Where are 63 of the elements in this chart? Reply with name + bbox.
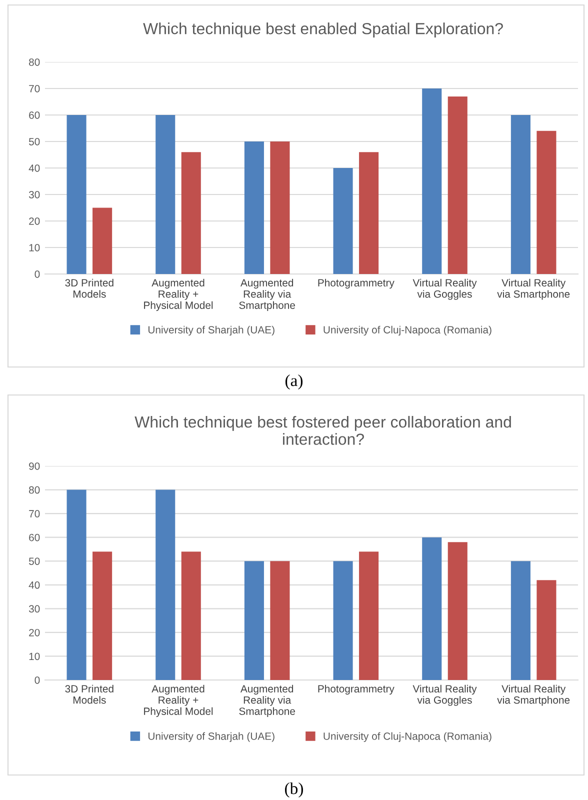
bar: [510, 561, 530, 680]
x-tick-label: Augmented Reality via Smartphone: [239, 278, 295, 312]
x-tick-label: Augmented Reality + Physical Model: [144, 278, 213, 312]
y-tick-label: 70: [29, 85, 40, 92]
y-tick-label: 0: [34, 270, 40, 278]
y-tick-label: 20: [29, 628, 40, 636]
x-tick-label: 3D Printed Models: [65, 278, 114, 298]
x-tick-label: Photogrammetry: [318, 278, 394, 289]
bar: [333, 168, 353, 274]
legend-label: University of Sharjah (UAE): [148, 732, 274, 742]
bar: [448, 542, 468, 680]
chart-title: Which technique best fostered peer collaboration and interaction?: [134, 416, 511, 445]
y-tick-label: 20: [29, 218, 40, 225]
bar: [510, 115, 530, 274]
bar: [422, 537, 442, 680]
y-tick-label: 10: [29, 652, 40, 660]
bar: [422, 88, 442, 274]
y-tick-label: 0: [34, 676, 40, 684]
bar: [536, 580, 556, 680]
bar: [244, 142, 264, 274]
y-tick-label: 30: [28, 191, 40, 198]
x-tick-label: Photogrammetry: [318, 684, 394, 695]
bar: [66, 115, 86, 274]
x-tick-label: Virtual Reality via Goggles: [412, 684, 477, 706]
bar: [536, 130, 556, 274]
bar: [359, 552, 379, 680]
y-tick-label: 90: [29, 462, 40, 470]
x-tick-label: 3D Printed Models: [65, 684, 114, 704]
legend-label: University of Cluj-Napoca (Romania): [324, 326, 492, 336]
x-tick-label: Augmented Reality + Physical Model: [144, 684, 213, 718]
x-tick-label: Virtual Reality via Goggles: [412, 278, 477, 300]
bar: [333, 561, 353, 680]
y-tick-label: 80: [29, 486, 40, 494]
y-tick-label: 10: [29, 244, 40, 252]
chart-title: Which technique best enabled Spatial Exploration?: [143, 22, 503, 38]
bar: [448, 96, 468, 274]
y-tick-label: 30: [28, 605, 40, 613]
x-tick-label: Virtual Reality via Smartphone: [497, 684, 570, 706]
y-tick-label: 80: [29, 58, 40, 66]
bar: [156, 490, 176, 680]
bar: [181, 152, 201, 274]
bar: [181, 552, 201, 680]
bar: [270, 142, 290, 274]
text: (a): [285, 374, 303, 390]
legend-label: University of Cluj-Napoca (Romania): [324, 732, 492, 742]
text: (b): [285, 782, 303, 798]
y-tick-label: 50: [28, 138, 40, 146]
bar: [66, 490, 86, 680]
bar: [92, 208, 112, 274]
legend-label: University of Sharjah (UAE): [148, 326, 274, 336]
y-tick-label: 40: [28, 581, 40, 589]
y-tick-label: 40: [28, 164, 40, 172]
bar: [92, 552, 112, 680]
bar: [359, 152, 379, 274]
y-tick-label: 70: [29, 510, 40, 518]
x-tick-label: Virtual Reality via Smartphone: [497, 278, 570, 300]
bar: [156, 115, 176, 274]
y-tick-label: 60: [29, 534, 40, 542]
x-tick-label: Augmented Reality via Smartphone: [239, 684, 295, 718]
bar: [244, 561, 264, 680]
bar: [270, 561, 290, 680]
y-tick-label: 60: [29, 112, 40, 119]
y-tick-label: 50: [28, 558, 40, 565]
